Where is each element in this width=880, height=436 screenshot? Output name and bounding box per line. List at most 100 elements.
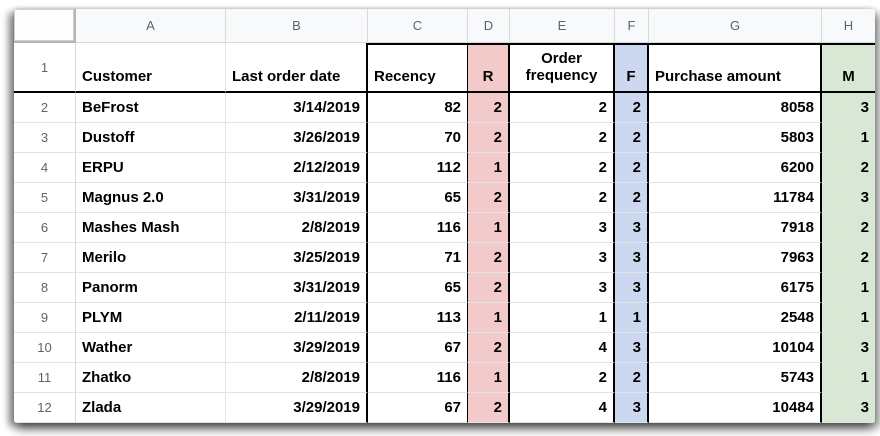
cell-r-score-4[interactable]: 1	[468, 153, 510, 183]
cell-last-order-date-3[interactable]: 3/26/2019	[226, 123, 368, 153]
row-header-8[interactable]: 8	[14, 273, 76, 303]
cell-recency-11[interactable]: 116	[368, 363, 468, 393]
cell-order-frequency-10[interactable]: 4	[510, 333, 615, 363]
cell-customer-3[interactable]: Dustoff	[76, 123, 226, 153]
cell-last-order-date-6[interactable]: 2/8/2019	[226, 213, 368, 243]
cell-f-score-9[interactable]: 1	[615, 303, 649, 333]
cell-r-score-2[interactable]: 2	[468, 93, 510, 123]
select-all-corner[interactable]	[14, 9, 76, 43]
cell-r-score-12[interactable]: 2	[468, 393, 510, 423]
cell-last-order-date-2[interactable]: 3/14/2019	[226, 93, 368, 123]
column-header-A[interactable]: A	[76, 9, 226, 43]
cell-r-score-header[interactable]: R	[468, 43, 510, 93]
column-header-G[interactable]: G	[649, 9, 822, 43]
cell-r-score-11[interactable]: 1	[468, 363, 510, 393]
cell-recency-12[interactable]: 67	[368, 393, 468, 423]
row-header-2[interactable]: 2	[14, 93, 76, 123]
cell-r-score-10[interactable]: 2	[468, 333, 510, 363]
column-header-E[interactable]: E	[510, 9, 615, 43]
column-header-C[interactable]: C	[368, 9, 468, 43]
cell-recency-9[interactable]: 113	[368, 303, 468, 333]
cell-recency-header[interactable]: Recency	[368, 43, 468, 93]
cell-order-frequency-4[interactable]: 2	[510, 153, 615, 183]
cell-order-frequency-3[interactable]: 2	[510, 123, 615, 153]
column-header-D[interactable]: D	[468, 9, 510, 43]
cell-customer-9[interactable]: PLYM	[76, 303, 226, 333]
cell-r-score-7[interactable]: 2	[468, 243, 510, 273]
cell-m-score-6[interactable]: 2	[822, 213, 875, 243]
cell-last-order-date-9[interactable]: 2/11/2019	[226, 303, 368, 333]
cell-recency-7[interactable]: 71	[368, 243, 468, 273]
cell-m-score-10[interactable]: 3	[822, 333, 875, 363]
cell-m-score-7[interactable]: 2	[822, 243, 875, 273]
cell-recency-6[interactable]: 116	[368, 213, 468, 243]
cell-purchase-amount-2[interactable]: 8058	[649, 93, 822, 123]
cell-f-score-header[interactable]: F	[615, 43, 649, 93]
cell-f-score-10[interactable]: 3	[615, 333, 649, 363]
cell-purchase-amount-header[interactable]: Purchase amount	[649, 43, 822, 93]
cell-customer-12[interactable]: Zlada	[76, 393, 226, 423]
cell-customer-8[interactable]: Panorm	[76, 273, 226, 303]
cell-f-score-7[interactable]: 3	[615, 243, 649, 273]
cell-f-score-11[interactable]: 2	[615, 363, 649, 393]
row-header-3[interactable]: 3	[14, 123, 76, 153]
row-header-6[interactable]: 6	[14, 213, 76, 243]
row-header-10[interactable]: 10	[14, 333, 76, 363]
cell-last-order-date-10[interactable]: 3/29/2019	[226, 333, 368, 363]
cell-customer-10[interactable]: Wather	[76, 333, 226, 363]
cell-order-frequency-6[interactable]: 3	[510, 213, 615, 243]
cell-last-order-date-12[interactable]: 3/29/2019	[226, 393, 368, 423]
cell-recency-5[interactable]: 65	[368, 183, 468, 213]
cell-m-score-12[interactable]: 3	[822, 393, 875, 423]
cell-order-frequency-9[interactable]: 1	[510, 303, 615, 333]
row-header-11[interactable]: 11	[14, 363, 76, 393]
row-header-9[interactable]: 9	[14, 303, 76, 333]
cell-order-frequency-8[interactable]: 3	[510, 273, 615, 303]
cell-r-score-3[interactable]: 2	[468, 123, 510, 153]
cell-f-score-8[interactable]: 3	[615, 273, 649, 303]
cell-recency-8[interactable]: 65	[368, 273, 468, 303]
cell-customer-11[interactable]: Zhatko	[76, 363, 226, 393]
cell-order-frequency-header[interactable]: Order frequency	[510, 43, 615, 93]
cell-order-frequency-11[interactable]: 2	[510, 363, 615, 393]
cell-order-frequency-5[interactable]: 2	[510, 183, 615, 213]
cell-r-score-6[interactable]: 1	[468, 213, 510, 243]
cell-customer-header[interactable]: Customer	[76, 43, 226, 93]
cell-purchase-amount-3[interactable]: 5803	[649, 123, 822, 153]
cell-customer-2[interactable]: BeFrost	[76, 93, 226, 123]
cell-r-score-5[interactable]: 2	[468, 183, 510, 213]
cell-customer-6[interactable]: Mashes Mash	[76, 213, 226, 243]
cell-purchase-amount-7[interactable]: 7963	[649, 243, 822, 273]
cell-f-score-5[interactable]: 2	[615, 183, 649, 213]
cell-purchase-amount-12[interactable]: 10484	[649, 393, 822, 423]
cell-customer-4[interactable]: ERPU	[76, 153, 226, 183]
row-header-12[interactable]: 12	[14, 393, 76, 423]
cell-m-score-9[interactable]: 1	[822, 303, 875, 333]
cell-purchase-amount-5[interactable]: 11784	[649, 183, 822, 213]
row-header-1[interactable]: 1	[14, 43, 76, 93]
column-header-F[interactable]: F	[615, 9, 649, 43]
cell-purchase-amount-11[interactable]: 5743	[649, 363, 822, 393]
cell-last-order-date-4[interactable]: 2/12/2019	[226, 153, 368, 183]
cell-order-frequency-7[interactable]: 3	[510, 243, 615, 273]
cell-recency-10[interactable]: 67	[368, 333, 468, 363]
cell-m-score-11[interactable]: 1	[822, 363, 875, 393]
cell-purchase-amount-9[interactable]: 2548	[649, 303, 822, 333]
cell-last-order-date-header[interactable]: Last order date	[226, 43, 368, 93]
cell-m-score-5[interactable]: 3	[822, 183, 875, 213]
cell-recency-4[interactable]: 112	[368, 153, 468, 183]
column-header-H[interactable]: H	[822, 9, 875, 43]
cell-m-score-4[interactable]: 2	[822, 153, 875, 183]
cell-f-score-6[interactable]: 3	[615, 213, 649, 243]
cell-purchase-amount-4[interactable]: 6200	[649, 153, 822, 183]
row-header-4[interactable]: 4	[14, 153, 76, 183]
cell-order-frequency-2[interactable]: 2	[510, 93, 615, 123]
cell-m-score-2[interactable]: 3	[822, 93, 875, 123]
cell-last-order-date-7[interactable]: 3/25/2019	[226, 243, 368, 273]
cell-customer-7[interactable]: Merilo	[76, 243, 226, 273]
cell-m-score-3[interactable]: 1	[822, 123, 875, 153]
cell-last-order-date-8[interactable]: 3/31/2019	[226, 273, 368, 303]
cell-f-score-2[interactable]: 2	[615, 93, 649, 123]
cell-m-score-8[interactable]: 1	[822, 273, 875, 303]
cell-f-score-3[interactable]: 2	[615, 123, 649, 153]
